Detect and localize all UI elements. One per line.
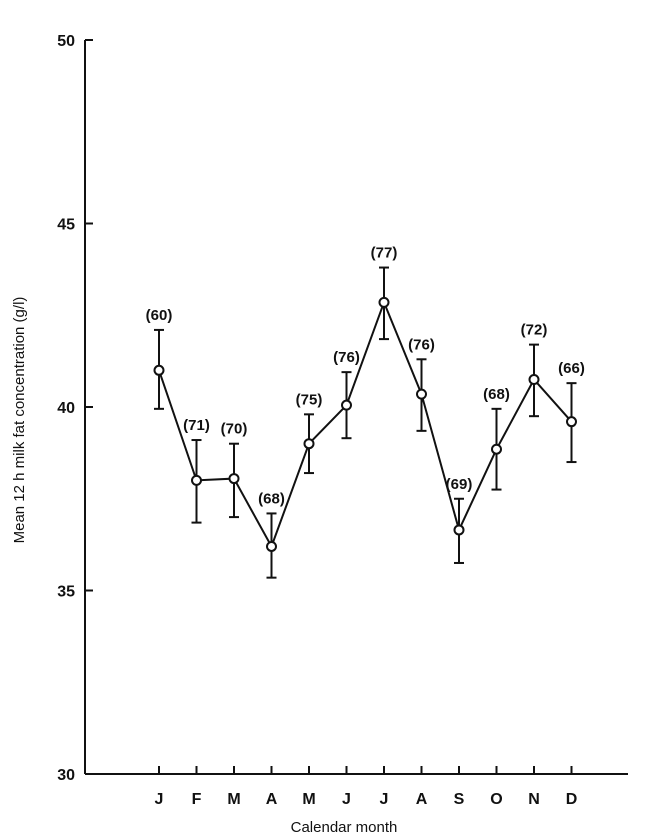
y-axis-title: Mean 12 h milk fat concentration (g/l) (11, 297, 28, 544)
x-axis-title: Calendar month (291, 819, 398, 836)
sample-size-label: (75) (296, 391, 323, 408)
sample-size-label: (69) (446, 476, 473, 493)
x-tick-label: J (380, 791, 389, 808)
sample-size-label: (70) (221, 421, 248, 438)
sample-size-label: (77) (371, 245, 398, 262)
y-tick-label: 40 (57, 400, 75, 417)
sample-size-label: (76) (408, 336, 435, 353)
sample-size-label: (76) (333, 349, 360, 366)
data-point (530, 375, 539, 384)
sample-size-label: (72) (521, 322, 548, 339)
data-point (305, 439, 314, 448)
data-point (267, 542, 276, 551)
data-point (192, 476, 201, 485)
data-point (492, 445, 501, 454)
y-tick-label: 50 (57, 33, 75, 50)
x-tick-label: A (266, 791, 278, 808)
y-tick-label: 30 (57, 767, 75, 784)
sample-size-labels: (60) (71) (70) (68) (75) (76) (77) (76) (69) (68)… (146, 245, 585, 508)
x-tick-label: A (416, 791, 428, 808)
sample-size-label: (68) (483, 386, 510, 403)
axes: 30 35 40 45 50 J F M A M J J A S O N D (57, 33, 628, 808)
x-tick-label: O (490, 791, 502, 808)
y-tick-label: 35 (57, 584, 75, 601)
data-point (342, 401, 351, 410)
x-tick-label: F (192, 791, 202, 808)
sample-size-label: (68) (258, 490, 285, 507)
error-bars (154, 268, 577, 578)
data-point (417, 390, 426, 399)
data-point (567, 417, 576, 426)
x-tick-label: M (302, 791, 315, 808)
sample-size-label: (66) (558, 360, 585, 377)
data-point (380, 298, 389, 307)
sample-size-label: (60) (146, 307, 173, 324)
data-point (230, 474, 239, 483)
data-point (455, 525, 464, 534)
data-points (155, 298, 577, 551)
x-tick-label: N (528, 791, 540, 808)
x-tick-label: J (155, 791, 164, 808)
y-tick-label: 45 (57, 217, 75, 234)
x-tick-label: J (342, 791, 351, 808)
sample-size-label: (71) (183, 417, 210, 434)
x-tick-label: M (227, 791, 240, 808)
x-tick-label: D (566, 791, 578, 808)
x-tick-label: S (454, 791, 465, 808)
data-point (155, 366, 164, 375)
